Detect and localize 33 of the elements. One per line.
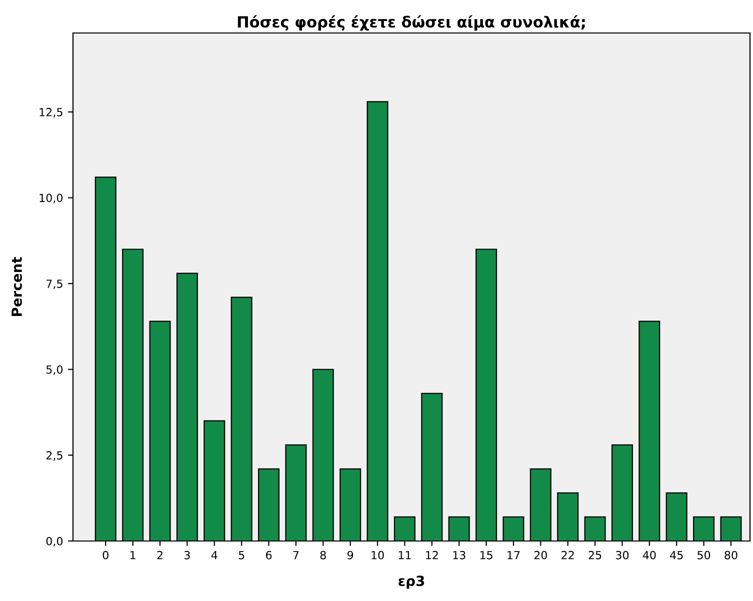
x-tick-label: 12 xyxy=(426,550,438,560)
y-tick-label: 12,5 xyxy=(40,108,62,118)
x-tick-label: 5 xyxy=(238,551,244,560)
x-tick-label: 45 xyxy=(670,551,683,560)
y-axis-title: Percent xyxy=(12,257,22,316)
x-tick-label: 20 xyxy=(534,550,547,560)
x-tick-label: 4 xyxy=(211,551,218,560)
x-tick-label: 30 xyxy=(616,550,629,560)
x-tick-label: 17 xyxy=(508,551,520,560)
y-tick-label: 5,0 xyxy=(46,365,63,375)
x-tick-label: 40 xyxy=(642,550,656,560)
y-tick-label: 10,0 xyxy=(40,194,63,204)
x-tick-label: 1 xyxy=(130,551,136,560)
y-tick-label: 2,5 xyxy=(46,451,62,461)
x-tick-label: 3 xyxy=(184,550,190,560)
x-tick-label: 10 xyxy=(372,550,384,560)
x-tick-label: 25 xyxy=(588,550,602,560)
chart-title: Πόσες φορές έχετε δώσει αίμα συνολικά; xyxy=(238,15,585,31)
x-tick-label: 2 xyxy=(157,550,162,560)
x-tick-label: 13 xyxy=(453,550,466,560)
x-tick-label: 7 xyxy=(293,551,299,560)
x-tick-label: 9 xyxy=(347,550,354,560)
x-tick-label: 15 xyxy=(480,551,492,560)
x-tick-label: 6 xyxy=(266,550,272,560)
x-axis-title: ερ3 xyxy=(398,576,424,589)
y-tick-label: 7,5 xyxy=(46,280,62,290)
x-tick-label: 80 xyxy=(724,550,738,560)
x-tick-label: 11 xyxy=(398,551,411,560)
x-tick-label: 8 xyxy=(320,550,326,560)
x-tick-label: 50 xyxy=(698,550,710,560)
x-tick-label: 0 xyxy=(102,550,108,560)
y-tick-label: 0,0 xyxy=(46,536,63,547)
x-tick-label: 22 xyxy=(562,550,574,560)
